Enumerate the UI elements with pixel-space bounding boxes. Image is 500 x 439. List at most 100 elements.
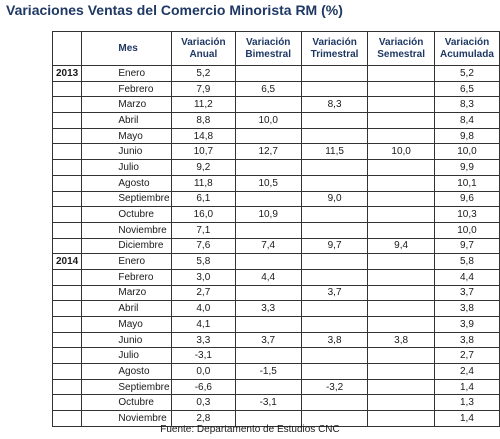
year-cell: [51, 237, 83, 255]
bimestral-cell: [234, 159, 302, 176]
anual-cell: -6,6: [171, 378, 236, 396]
trimestral-cell: 11,5: [300, 143, 369, 161]
table-row: Agosto 11,8 10,5 10,1: [51, 174, 500, 192]
month-cell: Marzo: [81, 96, 173, 114]
anual-cell: 4,0: [171, 300, 236, 317]
month-cell: Septiembre: [81, 190, 173, 208]
table-row: Abril 8,8 10,0 8,4: [51, 112, 500, 129]
month-cell: Octubre: [81, 394, 173, 412]
page-title: Variaciones Ventas del Comercio Minorist…: [6, 2, 343, 18]
semestral-cell: [367, 316, 435, 333]
year-cell: [51, 190, 83, 208]
month-cell: Febrero: [81, 80, 173, 98]
trimestral-cell: [300, 174, 369, 192]
year-cell: [51, 316, 83, 333]
anual-cell: 4,1: [171, 316, 236, 333]
table-row: Octubre 16,0 10,9 10,3: [51, 206, 500, 223]
semestral-cell: [367, 112, 435, 129]
anual-cell: 2,7: [171, 284, 236, 302]
semestral-cell: [367, 363, 435, 380]
semestral-cell: 10,0: [367, 143, 435, 161]
anual-cell: 11,8: [171, 174, 236, 192]
month-cell: Octubre: [81, 206, 173, 223]
trimestral-cell: [300, 221, 369, 239]
anual-cell: 6,1: [171, 190, 236, 208]
trimestral-cell: [300, 80, 369, 98]
month-cell: Febrero: [81, 268, 173, 286]
trimestral-cell: [300, 253, 369, 270]
bimestral-cell: -1,5: [234, 363, 302, 380]
source-note: Fuente: Departamento de Estudios CNC: [160, 424, 340, 435]
table-row: Noviembre 7,1 10,0: [51, 221, 500, 239]
bimestral-cell: [234, 253, 302, 270]
acumulada-cell: 10,0: [433, 143, 500, 161]
anual-cell: 3,0: [171, 268, 236, 286]
year-cell: [51, 331, 83, 349]
bimestral-cell: [234, 378, 302, 396]
table-row: Diciembre 7,6 7,4 9,7 9,4 9,7: [51, 237, 500, 255]
table-row: Octubre 0,3 -3,1 1,3: [51, 394, 500, 412]
semestral-cell: [367, 190, 435, 208]
trimestral-cell: -3,2: [300, 378, 369, 396]
bimestral-cell: 4,4: [234, 268, 302, 286]
bimestral-cell: [234, 410, 302, 427]
month-cell: Mayo: [81, 316, 173, 333]
semestral-cell: [367, 268, 435, 286]
semestral-cell: [367, 394, 435, 412]
table-row: Junio 3,3 3,7 3,8 3,8 3,8: [51, 331, 500, 349]
acumulada-cell: 2,4: [433, 363, 500, 380]
trimestral-cell: [300, 347, 369, 365]
trimestral-cell: [300, 206, 369, 223]
month-cell: Noviembre: [81, 410, 173, 427]
bimestral-cell: [234, 127, 302, 145]
semestral-cell: [367, 253, 435, 270]
semestral-cell: 9,4: [367, 237, 435, 255]
header-row: Mes Variación Anual Variación Bimestral …: [51, 31, 500, 66]
year-cell: [51, 410, 83, 427]
table-row: 2014 Enero 5,8 5,8: [51, 253, 500, 270]
year-cell: [51, 174, 83, 192]
bimestral-cell: [234, 65, 302, 82]
semestral-cell: [367, 127, 435, 145]
anual-cell: 7,1: [171, 221, 236, 239]
month-cell: Marzo: [81, 284, 173, 302]
acumulada-cell: 3,7: [433, 284, 500, 302]
semestral-cell: [367, 80, 435, 98]
bimestral-cell: 3,7: [234, 331, 302, 349]
year-cell: 2014: [51, 253, 83, 270]
year-cell: [51, 284, 83, 302]
anual-cell: 7,9: [171, 80, 236, 98]
acumulada-cell: 1,3: [433, 394, 500, 412]
month-cell: Agosto: [81, 174, 173, 192]
anual-cell: 7,6: [171, 237, 236, 255]
semestral-cell: [367, 65, 435, 82]
year-cell: [51, 268, 83, 286]
anual-cell: 8,8: [171, 112, 236, 129]
month-cell: Abril: [81, 112, 173, 129]
bimestral-cell: [234, 316, 302, 333]
bimestral-cell: [234, 284, 302, 302]
acumulada-cell: 9,9: [433, 159, 500, 176]
anual-cell: 9,2: [171, 159, 236, 176]
bimestral-cell: 10,0: [234, 112, 302, 129]
trimestral-cell: [300, 316, 369, 333]
table-row: Junio 10,7 12,7 11,5 10,0 10,0: [51, 143, 500, 161]
table-row: Abril 4,0 3,3 3,8: [51, 300, 500, 317]
trimestral-cell: [300, 112, 369, 129]
anual-cell: 3,3: [171, 331, 236, 349]
year-cell: [51, 143, 83, 161]
header-semestral: Variación Semestral: [367, 31, 435, 66]
table-row: Septiembre -6,6 -3,2 1,4: [51, 378, 500, 396]
trimestral-cell: [300, 159, 369, 176]
year-cell: [51, 394, 83, 412]
bimestral-cell: 12,7: [234, 143, 302, 161]
year-cell: [51, 221, 83, 239]
month-cell: Junio: [81, 331, 173, 349]
header-mes: Mes: [81, 31, 173, 66]
anual-cell: 16,0: [171, 206, 236, 223]
table-row: Julio -3,1 2,7: [51, 347, 500, 365]
acumulada-cell: 1,4: [433, 410, 500, 427]
acumulada-cell: 8,3: [433, 96, 500, 114]
acumulada-cell: 1,4: [433, 378, 500, 396]
header-trimestral: Variación Trimestral: [300, 31, 369, 66]
